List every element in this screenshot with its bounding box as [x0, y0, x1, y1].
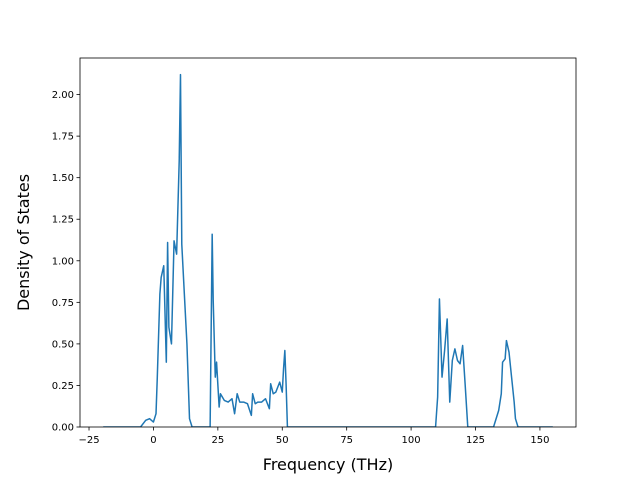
axes-frame — [79, 57, 577, 428]
y-tick-label: 0.50 — [52, 339, 74, 350]
x-tick-label: −25 — [78, 435, 99, 446]
x-tick-label: 50 — [276, 435, 289, 446]
y-tick-label: 1.50 — [52, 173, 74, 184]
y-tick-label: 0.75 — [52, 298, 74, 309]
x-tick-label: 125 — [466, 435, 485, 446]
x-axis-label: Frequency (THz) — [263, 455, 393, 474]
y-tick-label: 0.00 — [52, 423, 74, 434]
y-tick-label: 2.00 — [52, 90, 74, 101]
y-tick-label: 1.75 — [52, 132, 74, 143]
y-axis: 0.00 0.25 0.50 0.75 1.00 1.25 1.50 1.75 2.00 — [52, 90, 80, 434]
x-tick-label: 25 — [211, 435, 224, 446]
plot-area — [103, 73, 553, 427]
y-axis-label: Density of States — [14, 174, 33, 311]
y-tick-label: 1.25 — [52, 215, 74, 226]
x-tick-label: 100 — [402, 435, 421, 446]
y-tick-label: 1.00 — [52, 256, 74, 267]
dos-series-line-0 — [103, 73, 553, 427]
x-tick-label: 150 — [530, 435, 549, 446]
x-tick-label: 75 — [340, 435, 353, 446]
x-axis: −25 0 25 50 75 100 125 150 — [78, 427, 549, 446]
x-tick-label: 0 — [150, 435, 156, 446]
y-tick-label: 0.25 — [52, 381, 74, 392]
